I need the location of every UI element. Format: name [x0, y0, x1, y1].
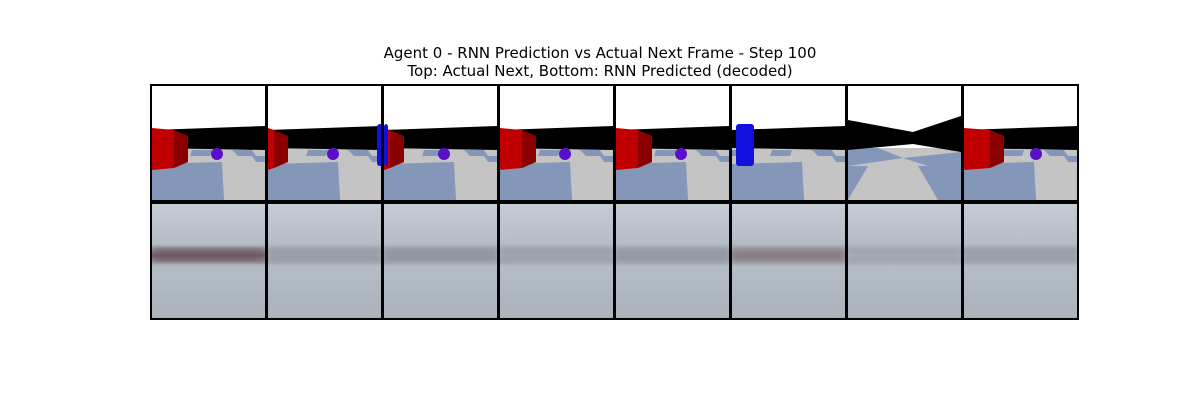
- predicted-frame-7: [964, 204, 1077, 318]
- predicted-frame-6: [848, 204, 961, 318]
- blurred-band: [966, 248, 1075, 262]
- red-box: [964, 128, 990, 170]
- purple-ball: [438, 148, 450, 160]
- actual-frame-7: [964, 86, 1077, 200]
- blurred-band: [618, 248, 727, 262]
- red-box: [500, 128, 522, 170]
- predicted-frame-3: [500, 204, 613, 318]
- blurred-band: [154, 248, 263, 262]
- predicted-frame-0: [152, 204, 265, 318]
- actual-frame-6: [848, 86, 961, 200]
- red-box: [152, 128, 174, 170]
- predicted-frame-1: [268, 204, 381, 318]
- blue-cylinder: [736, 124, 754, 166]
- predicted-frame-4: [616, 204, 729, 318]
- figure-title-line1: Agent 0 - RNN Prediction vs Actual Next …: [0, 45, 1200, 62]
- purple-ball: [327, 148, 339, 160]
- actual-frame-0: [152, 86, 265, 200]
- predicted-frame-5: [732, 204, 845, 318]
- blurred-band: [502, 248, 611, 262]
- actual-frame-2: [384, 86, 497, 200]
- red-box: [616, 128, 638, 170]
- figure-title-line2: Top: Actual Next, Bottom: RNN Predicted …: [0, 63, 1200, 80]
- frame-grid: [150, 84, 1079, 320]
- blue-cylinder: [377, 124, 381, 166]
- blurred-band: [850, 248, 959, 262]
- purple-ball: [1030, 148, 1042, 160]
- actual-frame-1: [268, 86, 381, 200]
- actual-frame-4: [616, 86, 729, 200]
- purple-ball: [211, 148, 223, 160]
- blurred-band: [386, 248, 495, 262]
- purple-ball: [675, 148, 687, 160]
- blurred-band: [270, 248, 379, 262]
- blue-cylinder: [384, 124, 388, 166]
- predicted-frame-2: [384, 204, 497, 318]
- actual-frame-3: [500, 86, 613, 200]
- actual-frame-5: [732, 86, 845, 200]
- blurred-band: [734, 248, 843, 262]
- purple-ball: [559, 148, 571, 160]
- red-box: [268, 128, 274, 170]
